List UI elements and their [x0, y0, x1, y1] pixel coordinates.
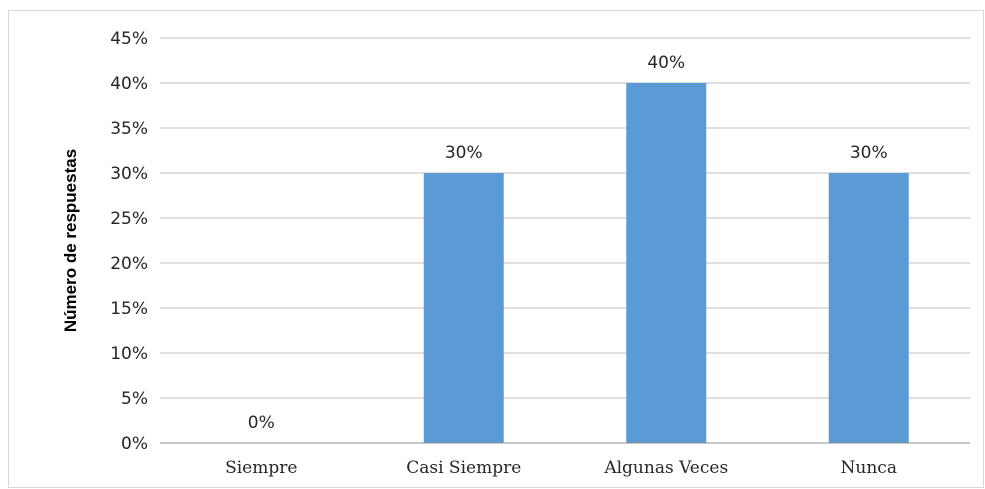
bar-casi-siempre [423, 173, 504, 443]
y-tick-label: 15% [110, 299, 148, 319]
y-tick-label: 5% [121, 389, 148, 409]
data-label: 30% [445, 143, 483, 163]
category-label: Nunca [841, 458, 897, 478]
data-label: 30% [850, 143, 888, 163]
y-tick-label: 45% [110, 29, 148, 49]
y-tick-label: 0% [121, 434, 148, 454]
category-label: Algunas Veces [603, 458, 728, 478]
category-labels: Siempre Casi Siempre Algunas Veces Nunca [225, 458, 897, 478]
bar-nunca [828, 173, 909, 443]
y-tick-label: 30% [110, 164, 148, 184]
y-axis-title: Número de respuestas [61, 149, 80, 332]
y-tick-label: 25% [110, 209, 148, 229]
data-label: 0% [248, 413, 275, 433]
y-tick-label: 20% [110, 254, 148, 274]
y-tick-label: 10% [110, 344, 148, 364]
data-label: 40% [647, 53, 685, 73]
bar-algunas-veces [626, 83, 707, 443]
category-label: Siempre [225, 458, 297, 478]
category-label: Casi Siempre [406, 458, 521, 478]
y-tick-label: 35% [110, 119, 148, 139]
data-labels: 0% 30% 40% 30% [248, 53, 888, 433]
y-tick-label: 40% [110, 74, 148, 94]
y-tick-labels: 0% 5% 10% 15% 20% 25% 30% 35% 40% 45% [110, 29, 148, 454]
bars [423, 83, 909, 443]
